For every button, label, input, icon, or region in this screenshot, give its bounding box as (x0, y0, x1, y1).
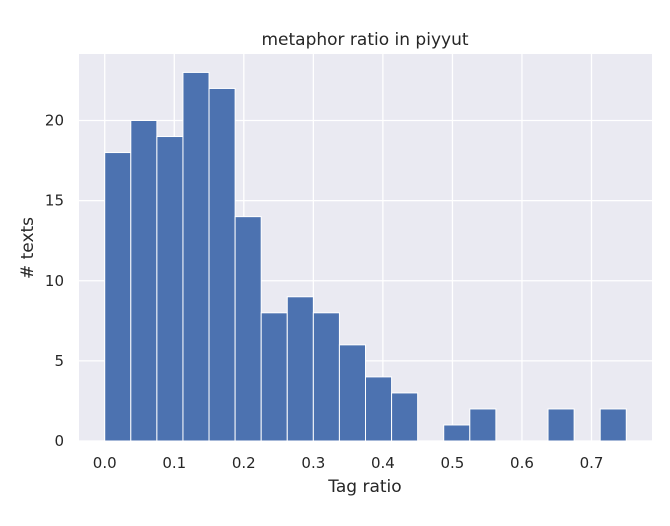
x-tick-label: 0.7 (580, 454, 604, 472)
x-tick-label: 0.4 (371, 454, 395, 472)
x-tick-label: 0.5 (440, 454, 464, 472)
x-axis-ticks: 0.0 0.1 0.2 0.3 0.4 0.5 0.6 0.7 (93, 454, 604, 472)
histogram-bar (365, 376, 393, 442)
y-tick-label: 5 (54, 352, 64, 370)
histogram-bar (547, 408, 575, 442)
histogram-bar (469, 408, 497, 442)
histogram-bars (104, 71, 627, 442)
histogram-bar (443, 424, 471, 442)
histogram-bar (391, 392, 419, 442)
x-tick-label: 0.6 (510, 454, 534, 472)
y-axis-ticks: 0 5 10 15 20 (45, 112, 64, 450)
histogram-bar (599, 408, 627, 442)
histogram-bar (104, 152, 132, 442)
y-tick-label: 10 (45, 272, 64, 290)
y-tick-label: 20 (45, 112, 64, 130)
x-axis-label: Tag ratio (327, 477, 401, 497)
histogram-bar (260, 312, 288, 442)
y-tick-label: 15 (45, 192, 64, 210)
histogram-bar (156, 136, 184, 442)
histogram-bar (286, 296, 314, 442)
histogram-bar (208, 87, 236, 442)
histogram-bar (338, 344, 367, 442)
histogram-bar (130, 120, 158, 442)
chart-title: metaphor ratio in piyyut (261, 30, 468, 50)
x-tick-label: 0.0 (93, 454, 117, 472)
y-tick-label: 0 (54, 432, 64, 450)
histogram-bar (182, 71, 210, 442)
x-tick-label: 0.2 (232, 454, 256, 472)
y-axis-label: # texts (18, 217, 38, 279)
x-tick-label: 0.3 (301, 454, 325, 472)
histogram-bar (312, 312, 340, 442)
x-tick-label: 0.1 (162, 454, 186, 472)
histogram-bar (234, 216, 262, 442)
